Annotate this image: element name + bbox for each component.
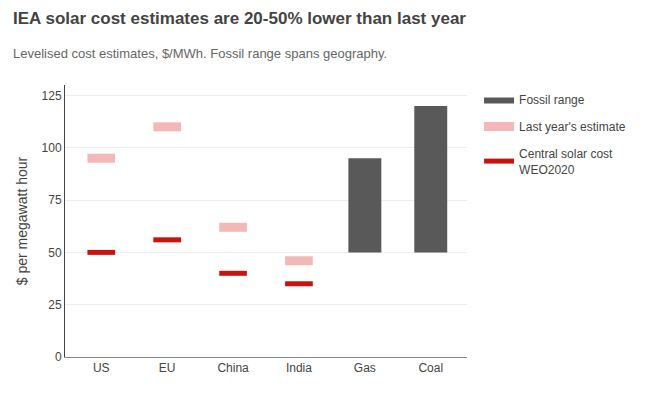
svg-text:25: 25 <box>48 298 62 312</box>
svg-text:50: 50 <box>48 246 62 260</box>
svg-text:Gas: Gas <box>354 361 376 375</box>
svg-text:Coal: Coal <box>418 361 443 375</box>
svg-text:Fossil range: Fossil range <box>519 93 585 107</box>
svg-text:75: 75 <box>48 193 62 207</box>
svg-text:125: 125 <box>42 89 62 103</box>
svg-text:Central solar costWEO2020: Central solar costWEO2020 <box>519 147 613 177</box>
svg-text:Levelised cost estimates, $/MW: Levelised cost estimates, $/MWh. Fossil … <box>13 46 387 61</box>
svg-text:$ per megawatt hour: $ per megawatt hour <box>14 156 30 285</box>
svg-text:Last year's estimate: Last year's estimate <box>519 120 626 134</box>
svg-text:China: China <box>217 361 249 375</box>
svg-text:0: 0 <box>55 350 62 364</box>
svg-text:India: India <box>286 361 312 375</box>
svg-text:100: 100 <box>42 141 62 155</box>
svg-text:IEA solar cost estimates are 2: IEA solar cost estimates are 20-50% lowe… <box>13 9 466 28</box>
svg-text:EU: EU <box>159 361 176 375</box>
svg-text:US: US <box>93 361 110 375</box>
